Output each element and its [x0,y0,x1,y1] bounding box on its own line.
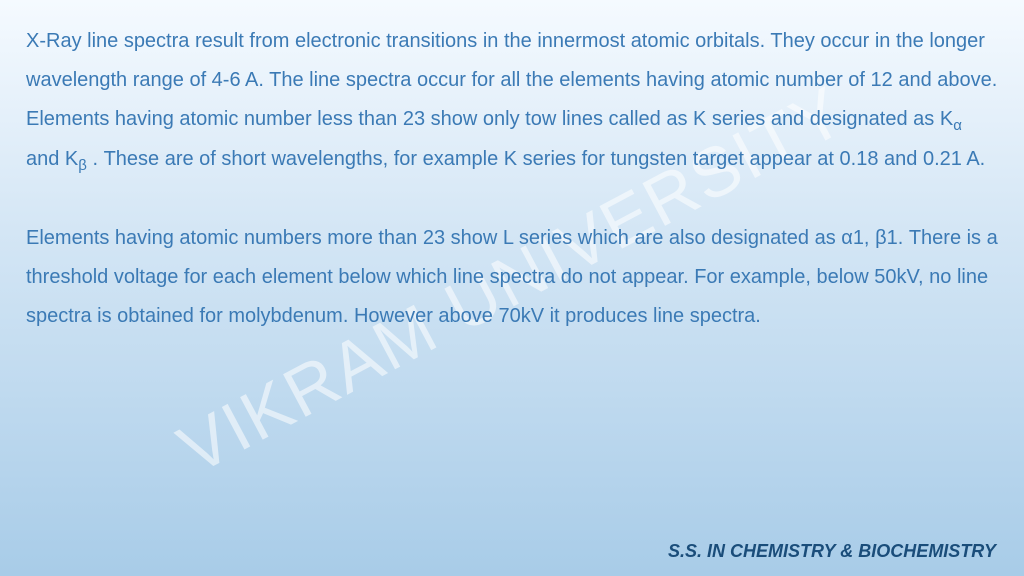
footer-text: S.S. IN CHEMISTRY & BIOCHEMISTRY [668,541,996,562]
greek-beta: β [875,227,887,249]
p2-text-a: Elements having atomic numbers more than… [26,227,841,249]
paragraph-1: X-Ray line spectra result from electroni… [26,22,998,181]
subscript-beta: β [78,157,87,174]
p1-text-c: . These are of short wavelengths, for ex… [87,148,985,170]
slide-content: X-Ray line spectra result from electroni… [26,22,998,336]
p1-text-b: and K [26,148,78,170]
p2-text-b: 1, [853,227,875,249]
subscript-alpha: α [953,117,962,134]
greek-alpha: α [841,227,853,249]
paragraph-2: Elements having atomic numbers more than… [26,219,998,336]
p1-text-a: X-Ray line spectra result from electroni… [26,30,997,130]
